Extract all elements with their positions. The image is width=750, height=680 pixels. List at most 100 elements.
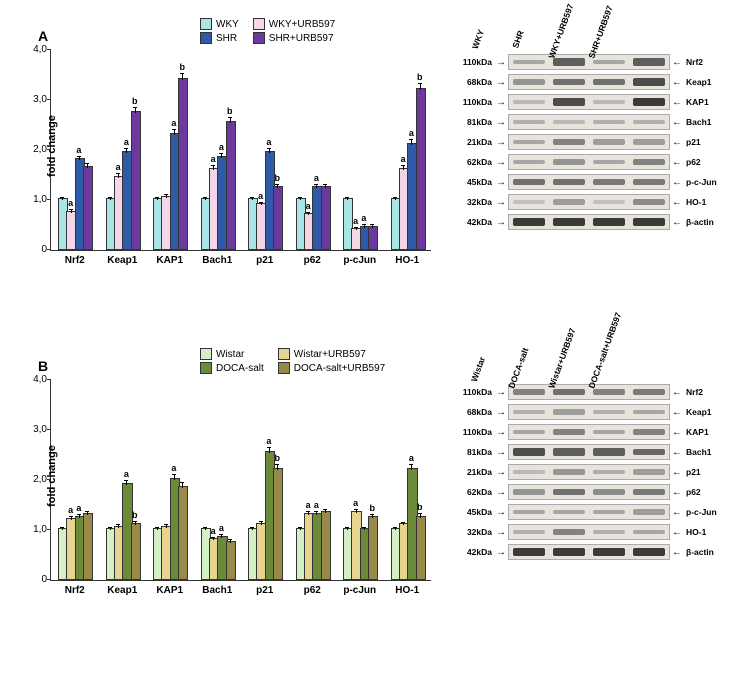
blot-kda: 32kDa: [450, 197, 494, 207]
x-category-label: Bach1: [202, 585, 232, 596]
blot-kda: 45kDa: [450, 177, 494, 187]
blot-kda: 68kDa: [450, 77, 494, 87]
blot-protein-name: p21: [684, 467, 701, 477]
significance-marker: b: [227, 106, 233, 116]
blot-kda: 62kDa: [450, 157, 494, 167]
blot-protein-name: Keap1: [684, 407, 712, 417]
blot-row: 42kDa→←β-actin: [450, 544, 730, 560]
blot-strip: [508, 504, 670, 520]
arrow-left-icon: ←: [670, 137, 684, 148]
arrow-left-icon: ←: [670, 467, 684, 478]
arrow-left-icon: ←: [670, 527, 684, 538]
blot-row: 42kDa→←β-actin: [450, 214, 730, 230]
legend-swatch: [278, 348, 290, 360]
x-category-label: KAP1: [156, 585, 183, 596]
blot-row: 32kDa→←HO-1: [450, 524, 730, 540]
arrow-left-icon: ←: [670, 197, 684, 208]
chart-plot: fold change01,02,03,04,0aaNrf2aabKeap1ab…: [50, 50, 431, 251]
arrow-right-icon: →: [494, 77, 508, 88]
significance-marker: b: [369, 503, 375, 513]
blot-column-labels: WKYSHRWKY+URB597SHR+URB597: [504, 10, 730, 50]
y-tick-label: 1,0: [23, 524, 47, 535]
significance-marker: a: [258, 191, 263, 201]
blot-protein-name: Nrf2: [684, 387, 703, 397]
bar: [178, 486, 188, 581]
bar: [178, 78, 188, 250]
significance-marker: a: [361, 213, 366, 223]
blot-strip: [508, 544, 670, 560]
figure-panel-A: AWKYWKY+URB597SHRSHR+URB597fold change01…: [10, 10, 740, 310]
significance-marker: b: [132, 510, 138, 520]
significance-marker: a: [266, 436, 271, 446]
blot-kda: 21kDa: [450, 137, 494, 147]
significance-marker: a: [219, 523, 224, 533]
blot-protein-name: p62: [684, 487, 701, 497]
legend-swatch: [253, 18, 265, 30]
significance-marker: a: [409, 128, 414, 138]
legend-label: DOCA-salt+URB597: [294, 363, 385, 374]
legend-item: SHR: [200, 32, 239, 44]
legend-label: SHR: [216, 33, 237, 44]
bar: [226, 541, 236, 581]
arrow-right-icon: →: [494, 177, 508, 188]
blot-strip: [508, 424, 670, 440]
blot-strip: [508, 154, 670, 170]
legend-item: WKY+URB597: [253, 18, 335, 30]
blot-row: 21kDa→←p21: [450, 134, 730, 150]
bar: [83, 166, 93, 251]
chart-panel: AWKYWKY+URB597SHRSHR+URB597fold change01…: [10, 10, 430, 310]
y-tick-label: 2,0: [23, 474, 47, 485]
blot-strip: [508, 404, 670, 420]
chart-panel: BWistarWistar+URB597DOCA-saltDOCA-salt+U…: [10, 340, 430, 640]
blot-strip: [508, 464, 670, 480]
y-tick-label: 4,0: [23, 44, 47, 55]
blot-kda: 81kDa: [450, 117, 494, 127]
blot-protein-name: KAP1: [684, 97, 709, 107]
x-category-label: p21: [256, 585, 273, 596]
blot-strip: [508, 194, 670, 210]
bar: [83, 513, 93, 580]
arrow-right-icon: →: [494, 137, 508, 148]
bar: [131, 111, 141, 251]
significance-marker: b: [417, 72, 423, 82]
blot-kda: 42kDa: [450, 547, 494, 557]
legend-item: Wistar+URB597: [278, 348, 385, 360]
arrow-right-icon: →: [494, 467, 508, 478]
blot-row: 110kDa→←KAP1: [450, 94, 730, 110]
bar: [416, 88, 426, 250]
significance-marker: a: [211, 526, 216, 536]
significance-marker: a: [68, 198, 73, 208]
y-tick-label: 1,0: [23, 194, 47, 205]
significance-marker: a: [353, 498, 358, 508]
blot-protein-name: p-c-Jun: [684, 507, 717, 517]
legend-item: Wistar: [200, 348, 264, 360]
legend-swatch: [200, 32, 212, 44]
blot-protein-name: KAP1: [684, 427, 709, 437]
significance-marker: a: [219, 142, 224, 152]
blot-strip: [508, 74, 670, 90]
y-tick-label: 0: [23, 574, 47, 585]
arrow-left-icon: ←: [670, 57, 684, 68]
arrow-left-icon: ←: [670, 507, 684, 518]
legend-label: Wistar+URB597: [294, 349, 366, 360]
y-tick-label: 3,0: [23, 94, 47, 105]
legend-swatch: [200, 18, 212, 30]
significance-marker: b: [417, 502, 423, 512]
x-category-label: p62: [304, 585, 321, 596]
significance-marker: a: [68, 505, 73, 515]
significance-marker: a: [124, 469, 129, 479]
significance-marker: a: [171, 463, 176, 473]
arrow-right-icon: →: [494, 217, 508, 228]
significance-marker: a: [401, 154, 406, 164]
chart-area: WistarWistar+URB597DOCA-saltDOCA-salt+UR…: [50, 380, 430, 640]
legend-swatch: [253, 32, 265, 44]
x-category-label: HO-1: [395, 585, 419, 596]
blot-panel: WistarDOCA-saltWistar+URB597DOCA-salt+UR…: [450, 340, 730, 640]
arrow-left-icon: ←: [670, 407, 684, 418]
blot-kda: 110kDa: [450, 97, 494, 107]
arrow-right-icon: →: [494, 507, 508, 518]
blot-protein-name: HO-1: [684, 527, 706, 537]
significance-marker: a: [306, 500, 311, 510]
arrow-right-icon: →: [494, 197, 508, 208]
legend-item: SHR+URB597: [253, 32, 335, 44]
